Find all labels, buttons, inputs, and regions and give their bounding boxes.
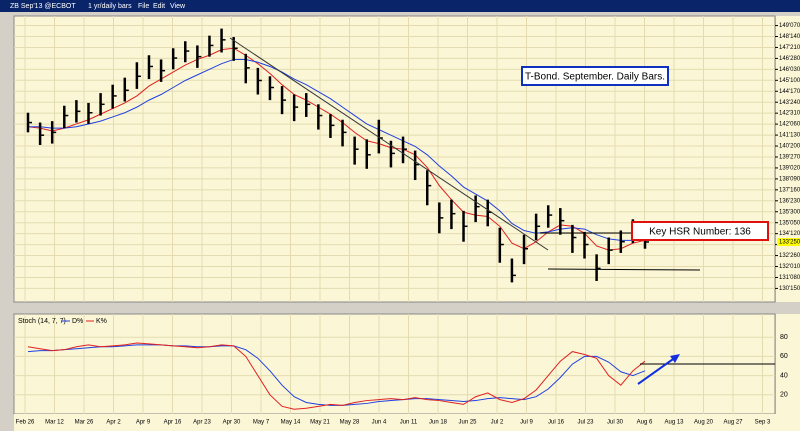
y-tick-label: 137'160: [779, 187, 800, 193]
x-tick-label: Apr 23: [193, 420, 211, 426]
last-price-label: 133'250: [779, 240, 800, 246]
trend-line: [229, 37, 549, 251]
x-tick-label: May 7: [253, 420, 270, 426]
y-tick-label: 135'050: [779, 220, 800, 226]
y-tick-label: 138'090: [779, 176, 800, 182]
y-tick-label: 134'120: [779, 231, 800, 237]
y-tick-label: 60: [780, 353, 788, 360]
x-tick-label: Jul 23: [577, 420, 594, 426]
last-price-box: [777, 237, 800, 246]
y-tick-label: 140'200: [779, 144, 800, 150]
support-line: [547, 268, 701, 271]
x-tick-label: Sep 3: [755, 420, 771, 426]
y-tick-label: 142'310: [779, 111, 800, 117]
y-tick-label: 80: [780, 334, 788, 341]
x-tick-label: Apr 2: [106, 420, 121, 426]
y-tick-label: 146'030: [779, 67, 800, 73]
legend-label: K%: [96, 318, 107, 325]
x-tick-label: Feb 26: [16, 420, 35, 426]
x-tick-label: Jul 30: [607, 420, 624, 426]
indicator-line: [27, 342, 646, 410]
y-tick-label: 143'240: [779, 100, 800, 106]
price-panel: [13, 15, 776, 303]
stoch-title: Stoch (14, 7, 7): [18, 318, 66, 325]
annotation-box: [521, 66, 669, 86]
x-tick-label: May 21: [310, 420, 330, 426]
x-tick-label: Aug 6: [637, 420, 653, 426]
y-tick-label: 145'100: [779, 78, 800, 84]
x-tick-label: Jun 18: [429, 420, 448, 426]
y-tick-label: 149'070: [779, 23, 800, 29]
menu[interactable]: File: [138, 3, 149, 10]
annotation: T-Bond. September. Daily Bars.: [525, 72, 665, 83]
y-tick-label: 139'020: [779, 166, 800, 172]
menu[interactable]: Edit: [153, 3, 165, 10]
symbol[interactable]: ZB Sep'13 @ECBOT: [10, 3, 76, 10]
y-tick-label: 132'010: [779, 264, 800, 270]
y-tick-label: 20: [780, 392, 788, 399]
y-tick-label: 139'270: [779, 155, 800, 161]
x-tick-label: Mar 26: [75, 420, 94, 426]
x-tick-label: Aug 27: [723, 420, 743, 426]
x-tick-label: Apr 16: [164, 420, 182, 426]
y-tick-label: 144'170: [779, 89, 800, 95]
y-tick-label: 131'080: [779, 275, 800, 281]
price-axis: [776, 16, 800, 302]
x-tick-label: Jun 11: [400, 420, 418, 426]
y-tick-label: 148'140: [779, 34, 800, 40]
y-tick-label: 40: [780, 372, 788, 379]
x-tick-label: May 14: [281, 420, 301, 426]
menu[interactable]: View: [170, 3, 186, 10]
annotation-box: [631, 221, 769, 241]
x-tick-label: Jul 2: [491, 420, 504, 426]
toolbar: [0, 0, 800, 12]
stoch-axis: [776, 314, 800, 414]
x-tick-label: Aug 13: [664, 420, 684, 426]
y-tick-label: 142'060: [779, 122, 800, 128]
y-tick-label: 146'280: [779, 56, 800, 62]
date-axis: [14, 414, 800, 431]
y-tick-label: 136'230: [779, 198, 800, 204]
y-tick-label: 141'130: [779, 133, 800, 139]
x-tick-label: Jul 16: [548, 420, 565, 426]
y-tick-label: 130'150: [779, 286, 800, 292]
arrow-head: [670, 354, 680, 363]
x-tick-label: May 28: [340, 420, 360, 426]
y-tick-label: 147'210: [779, 45, 800, 51]
x-tick-label: Apr 30: [223, 420, 241, 426]
y-tick-label: 135'300: [779, 209, 800, 215]
arrow: [637, 356, 677, 385]
x-tick-label: Jun 4: [372, 420, 387, 426]
x-tick-label: Jun 25: [458, 420, 477, 426]
annotation: Key HSR Number: 136: [649, 227, 751, 238]
y-tick-label: 132'260: [779, 253, 800, 259]
x-tick-label: Apr 9: [136, 420, 151, 426]
x-tick-label: Aug 20: [694, 420, 714, 426]
x-tick-label: Jul 9: [520, 420, 533, 426]
period[interactable]: 1 yr/daily bars: [88, 3, 132, 10]
legend-label: D%: [72, 318, 83, 325]
indicator-line: [27, 47, 646, 251]
x-tick-label: Mar 12: [45, 420, 64, 426]
